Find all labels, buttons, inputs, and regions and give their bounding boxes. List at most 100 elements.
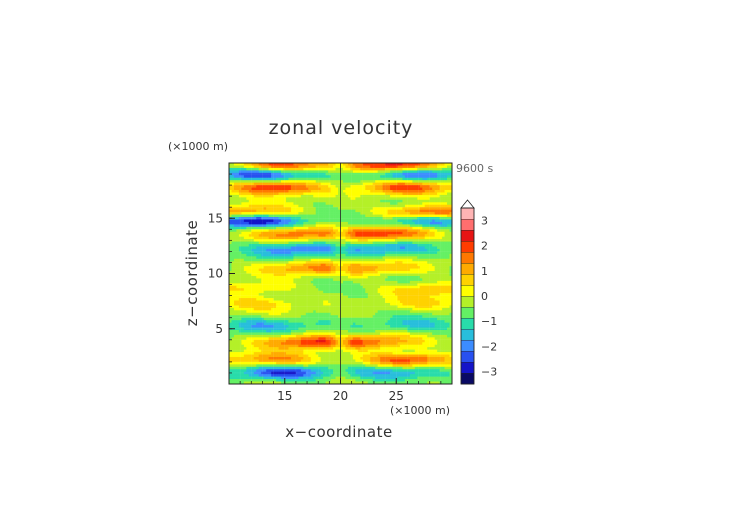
field-cell [447,234,450,237]
field-cell [395,185,398,188]
field-cell [434,214,438,218]
field-cell [266,199,269,203]
field-cell [248,275,252,279]
field-cell [290,212,294,215]
field-cell [288,209,292,213]
field-cell [439,212,443,215]
field-cell [385,212,388,215]
field-cell [395,253,398,257]
field-cell [362,241,366,245]
field-cell [427,241,430,245]
field-cell [248,261,252,264]
field-cell [360,197,364,201]
field-cell [367,214,371,218]
field-cell [419,261,423,264]
field-cell [315,248,319,252]
field-cell [432,251,435,255]
field-cell [380,180,383,183]
field-cell [313,177,317,181]
field-cell [365,182,369,186]
field-cell [377,170,381,174]
field-cell [424,214,428,218]
field-cell [357,278,361,282]
field-cell [365,180,369,183]
field-cell [335,187,339,191]
field-cell [256,175,260,179]
field-cell [340,212,344,215]
field-cell [409,295,413,299]
field-cell [310,246,314,250]
field-cell [271,165,274,169]
field-cell [293,280,297,284]
field-cell [310,244,314,247]
field-cell [328,263,331,267]
field-cell [231,293,235,296]
field-cell [370,261,374,264]
field-cell [402,280,406,284]
field-cell [310,285,314,289]
field-cell [285,290,289,294]
field-cell [382,234,386,237]
field-cell [360,236,364,240]
field-cell [248,295,252,299]
field-cell [442,258,445,262]
field-cell [310,231,314,235]
field-cell [278,290,282,294]
field-cell [355,167,359,171]
field-cell [439,175,443,179]
field-cell [439,209,443,213]
field-cell [365,165,369,169]
field-cell [300,290,304,294]
field-cell [305,271,309,274]
field-cell [338,167,341,171]
field-cell [248,293,252,296]
field-cell [355,214,359,218]
field-cell [340,268,344,272]
field-cell [323,190,326,193]
field-cell [449,185,452,188]
field-cell [404,165,408,169]
field-cell [407,163,411,166]
field-cell [231,177,235,181]
field-cell [385,288,388,291]
field-cell [375,204,378,208]
field-cell [268,167,272,171]
field-cell [305,231,309,235]
field-cell [305,266,309,269]
field-cell [372,224,376,228]
field-cell [442,278,445,282]
field-cell [439,172,443,176]
field-cell [439,273,443,277]
field-cell [360,231,364,235]
field-cell [229,288,232,291]
field-cell [298,194,302,198]
field-cell [417,180,421,183]
field-cell [253,163,257,166]
field-cell [263,231,267,235]
field-cell [246,221,250,225]
field-cell [318,209,321,213]
field-cell [315,258,319,262]
field-cell [382,229,386,233]
field-cell [283,234,287,237]
field-cell [422,290,426,294]
field-cell [229,295,232,299]
field-cell [432,172,435,176]
field-cell [295,298,299,301]
field-cell [325,290,329,294]
field-cell [412,258,416,262]
field-cell [313,199,317,203]
field-cell [402,170,406,174]
field-cell [345,263,349,267]
field-cell [273,258,277,262]
field-cell [318,167,321,171]
field-cell [365,234,369,237]
field-cell [258,285,262,289]
field-cell [355,212,359,215]
field-cell [387,268,391,272]
field-cell [424,248,428,252]
field-cell [273,295,277,299]
field-cell [407,165,411,169]
field-cell [295,288,299,291]
field-cell [285,217,289,220]
